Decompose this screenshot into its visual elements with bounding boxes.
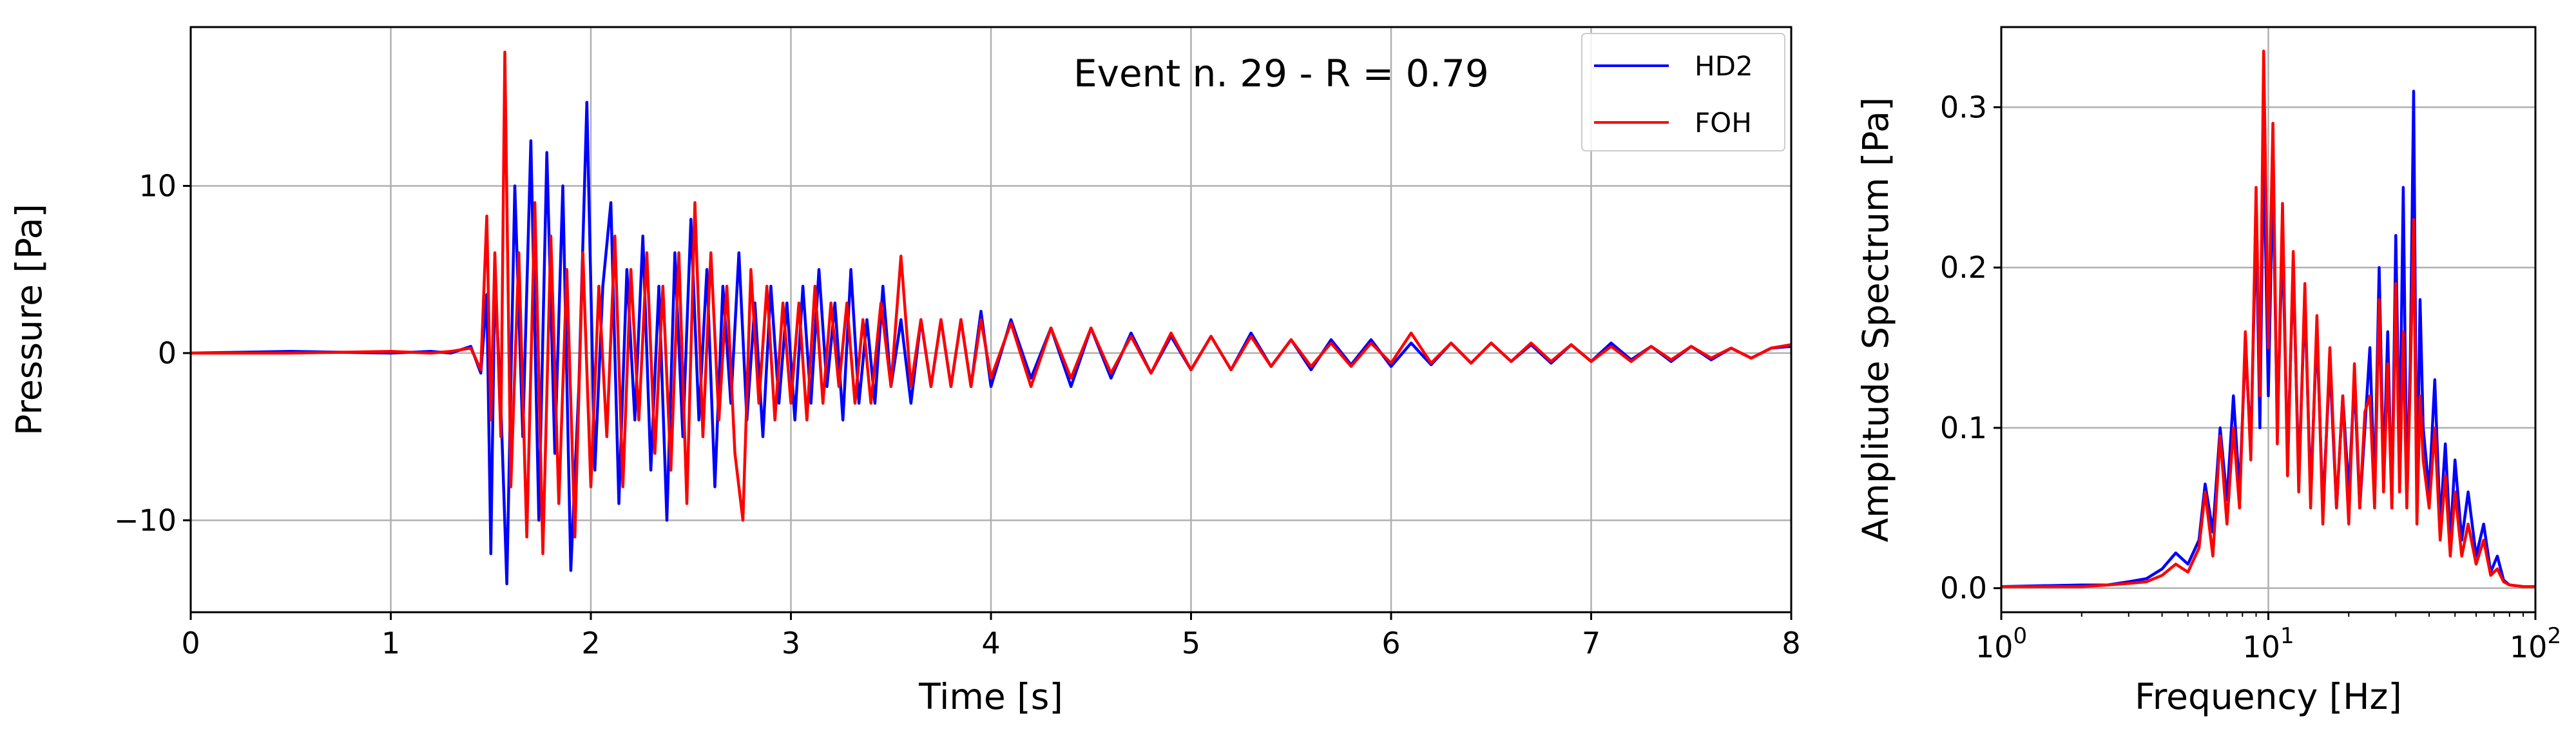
event-annotation: Event n. 29 - R = 0.79 bbox=[1073, 52, 1489, 95]
time-panel-series-hd2 bbox=[191, 101, 1791, 586]
time-series-panel: 0 1 2 3 4 5 6 7 8 −10 0 10 Time [s] Pressure [Pa] E… bbox=[8, 26, 1801, 717]
time-panel-x-tick-label: 8 bbox=[1782, 626, 1800, 661]
time-panel-y-tick-label: −10 bbox=[114, 503, 177, 537]
spectrum-panel-x-tick-label: 100 bbox=[1975, 623, 2027, 664]
time-panel-x-tick-label: 4 bbox=[981, 626, 1000, 661]
legend-label-hd2: HD2 bbox=[1695, 50, 1753, 82]
spectrum-panel-series bbox=[2001, 50, 2535, 588]
time-panel-x-tick-label: 2 bbox=[581, 626, 600, 661]
spectrum-panel-ticks: 100 101 102 0.0 0.1 0.2 0.3 bbox=[1940, 90, 2561, 664]
time-panel-series bbox=[191, 50, 1791, 586]
time-panel-y-axis-label: Pressure [Pa] bbox=[8, 204, 50, 436]
spectrum-panel-series-foh bbox=[2001, 50, 2535, 588]
spectrum-panel-x-tick-label: 101 bbox=[2242, 623, 2294, 664]
spectrum-panel-y-tick-label: 0.3 bbox=[1940, 90, 1987, 124]
spectrum-panel-y-tick-label: 0.2 bbox=[1940, 250, 1987, 285]
spectrum-panel-y-axis-label: Amplitude Spectrum [Pa] bbox=[1855, 97, 1896, 543]
spectrum-panel-x-tick-label: 102 bbox=[2510, 623, 2561, 664]
spectrum-panel: 100 101 102 0.0 0.1 0.2 0.3 Frequency [Hz] Amp… bbox=[1855, 26, 2561, 717]
time-panel-y-tick-label: 0 bbox=[158, 336, 177, 371]
time-panel-x-tick-label: 3 bbox=[782, 626, 800, 661]
time-panel-y-tick-label: 10 bbox=[139, 168, 177, 203]
spectrum-panel-y-tick-label: 0.0 bbox=[1940, 571, 1987, 606]
time-panel-x-tick-label: 7 bbox=[1582, 626, 1600, 661]
spectrum-panel-y-tick-label: 0.1 bbox=[1940, 411, 1987, 445]
time-panel-x-tick-label: 5 bbox=[1182, 626, 1200, 661]
legend: HD2 FOH bbox=[1581, 33, 1785, 151]
time-panel-x-tick-label: 6 bbox=[1381, 626, 1400, 661]
time-panel-x-axis-label: Time [s] bbox=[918, 676, 1063, 717]
time-panel-x-tick-label: 1 bbox=[381, 626, 400, 661]
time-panel-grid bbox=[189, 27, 1793, 612]
time-panel-series-foh bbox=[191, 50, 1791, 556]
time-panel-ticks: 0 1 2 3 4 5 6 7 8 −10 0 10 bbox=[114, 168, 1801, 661]
legend-box bbox=[1581, 33, 1785, 151]
time-panel-x-tick-label: 0 bbox=[181, 626, 200, 661]
spectrum-panel-x-axis-label: Frequency [Hz] bbox=[2135, 676, 2402, 717]
legend-label-foh: FOH bbox=[1695, 107, 1752, 139]
